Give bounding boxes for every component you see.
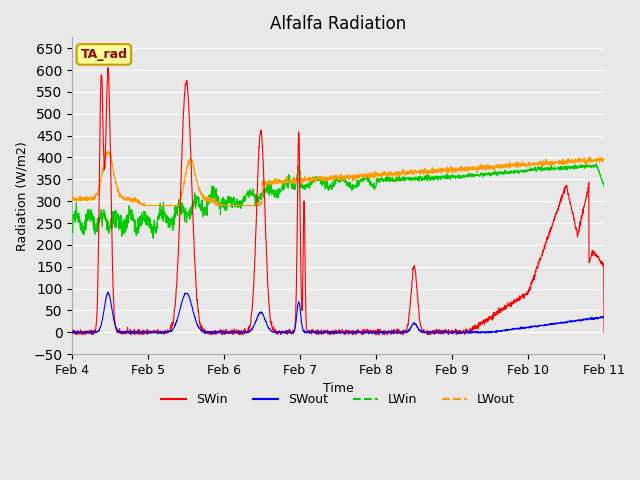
Text: TA_rad: TA_rad <box>81 48 127 61</box>
Y-axis label: Radiation (W/m2): Radiation (W/m2) <box>15 141 28 251</box>
Title: Alfalfa Radiation: Alfalfa Radiation <box>270 15 406 33</box>
Legend: SWin, SWout, LWin, LWout: SWin, SWout, LWin, LWout <box>156 388 520 411</box>
X-axis label: Time: Time <box>323 383 354 396</box>
